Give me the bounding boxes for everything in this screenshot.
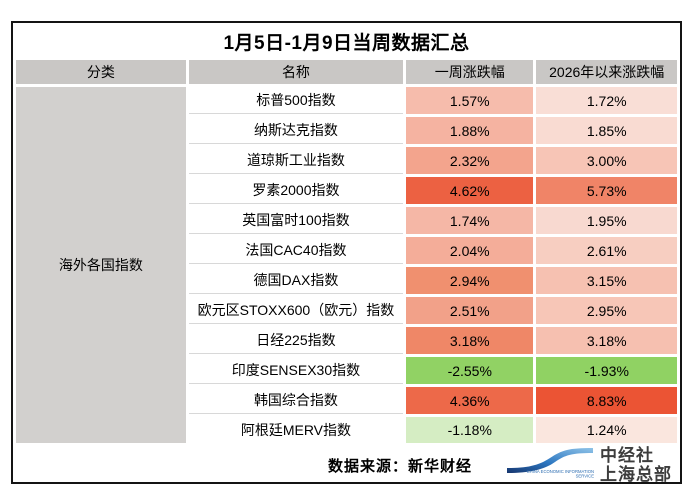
table-row: 韩国综合指数 4.36% 8.83% [16, 387, 677, 414]
index-name-cell: 阿根廷MERV指数 [188, 417, 404, 443]
index-name-cell: 罗素2000指数 [188, 177, 404, 204]
logo-line1: 中经社 [600, 446, 654, 465]
table-row: 道琼斯工业指数 2.32% 3.00% [16, 147, 677, 174]
ytd-change-cell: 3.00% [536, 147, 677, 174]
index-name-cell: 纳斯达克指数 [188, 117, 404, 144]
index-name-cell: 标普500指数 [188, 87, 404, 114]
table-row: 印度SENSEX30指数 -2.55% -1.93% [16, 357, 677, 384]
title-row: 1月5日-1月9日当周数据汇总 [16, 26, 677, 57]
table-row: 罗素2000指数 4.62% 5.73% [16, 177, 677, 204]
category-cell: 海外各国指数 [16, 87, 186, 443]
logo-english-text: CHINA ECONOMIC INFORMATION SERVICE [526, 469, 594, 479]
index-name-cell: 印度SENSEX30指数 [188, 357, 404, 384]
data-table: 1月5日-1月9日当周数据汇总 分类 名称 一周涨跌幅 2026年以来涨跌幅 海… [13, 23, 680, 446]
ytd-change-cell: 2.95% [536, 297, 677, 324]
index-name-cell: 德国DAX指数 [188, 267, 404, 294]
table-row: 海外各国指数 标普500指数 1.57% 1.72% [16, 87, 677, 443]
ytd-change-cell: -1.93% [536, 357, 677, 384]
week-change-cell: 2.51% [406, 297, 534, 324]
ytd-change-cell: 3.15% [536, 267, 677, 294]
header-name: 名称 [188, 60, 404, 84]
table-row: 欧元区STOXX600（欧元）指数 2.51% 2.95% [16, 297, 677, 324]
week-change-cell: 4.36% [406, 387, 534, 414]
table-row: 日经225指数 3.18% 3.18% [16, 327, 677, 354]
table-row: 纳斯达克指数 1.88% 1.85% [16, 117, 677, 144]
week-change-cell: 1.57% [406, 87, 534, 114]
week-change-cell: 2.94% [406, 267, 534, 294]
week-change-cell: 3.18% [406, 327, 534, 354]
logo-line2: 上海总部 [600, 465, 672, 485]
week-change-cell: 2.32% [406, 147, 534, 174]
ytd-change-cell: 1.95% [536, 207, 677, 234]
index-name-cell: 道琼斯工业指数 [188, 147, 404, 174]
ytd-change-cell: 1.72% [536, 87, 677, 114]
index-name-cell: 欧元区STOXX600（欧元）指数 [188, 297, 404, 324]
table-row: 法国CAC40指数 2.04% 2.61% [16, 237, 677, 264]
logo-swoosh-icon: CHINA ECONOMIC INFORMATION SERVICE [484, 447, 594, 483]
week-change-cell: -1.18% [406, 417, 534, 443]
header-week-change: 一周涨跌幅 [406, 60, 534, 84]
header-category: 分类 [16, 60, 186, 84]
week-change-cell: 1.74% [406, 207, 534, 234]
table-row: 阿根廷MERV指数 -1.18% 1.24% [16, 417, 677, 443]
ytd-change-cell: 8.83% [536, 387, 677, 414]
index-name-cell: 日经225指数 [188, 327, 404, 354]
logo-chinese-text: 中经社 上海总部 [600, 446, 672, 484]
ceis-logo: CHINA ECONOMIC INFORMATION SERVICE 中经社 上… [484, 446, 672, 484]
ytd-change-cell: 1.85% [536, 117, 677, 144]
ytd-change-cell: 1.24% [536, 417, 677, 443]
table-row: 英国富时100指数 1.74% 1.95% [16, 207, 677, 234]
week-change-cell: -2.55% [406, 357, 534, 384]
week-change-cell: 1.88% [406, 117, 534, 144]
index-name-cell: 英国富时100指数 [188, 207, 404, 234]
index-name-cell: 法国CAC40指数 [188, 237, 404, 264]
header-row: 分类 名称 一周涨跌幅 2026年以来涨跌幅 [16, 60, 677, 84]
data-source-label: 数据来源：新华财经 [327, 457, 472, 475]
page-title: 1月5日-1月9日当周数据汇总 [223, 33, 470, 54]
summary-table-panel: 1月5日-1月9日当周数据汇总 分类 名称 一周涨跌幅 2026年以来涨跌幅 海… [11, 21, 682, 484]
ytd-change-cell: 5.73% [536, 177, 677, 204]
week-change-cell: 4.62% [406, 177, 534, 204]
index-name-cell: 韩国综合指数 [188, 387, 404, 414]
header-ytd-change: 2026年以来涨跌幅 [536, 60, 677, 84]
ytd-change-cell: 2.61% [536, 237, 677, 264]
ytd-change-cell: 3.18% [536, 327, 677, 354]
week-change-cell: 2.04% [406, 237, 534, 264]
footer: 数据来源：新华财经 CHINA ECONOMIC INFORMATION SER… [13, 446, 680, 484]
table-row: 德国DAX指数 2.94% 3.15% [16, 267, 677, 294]
